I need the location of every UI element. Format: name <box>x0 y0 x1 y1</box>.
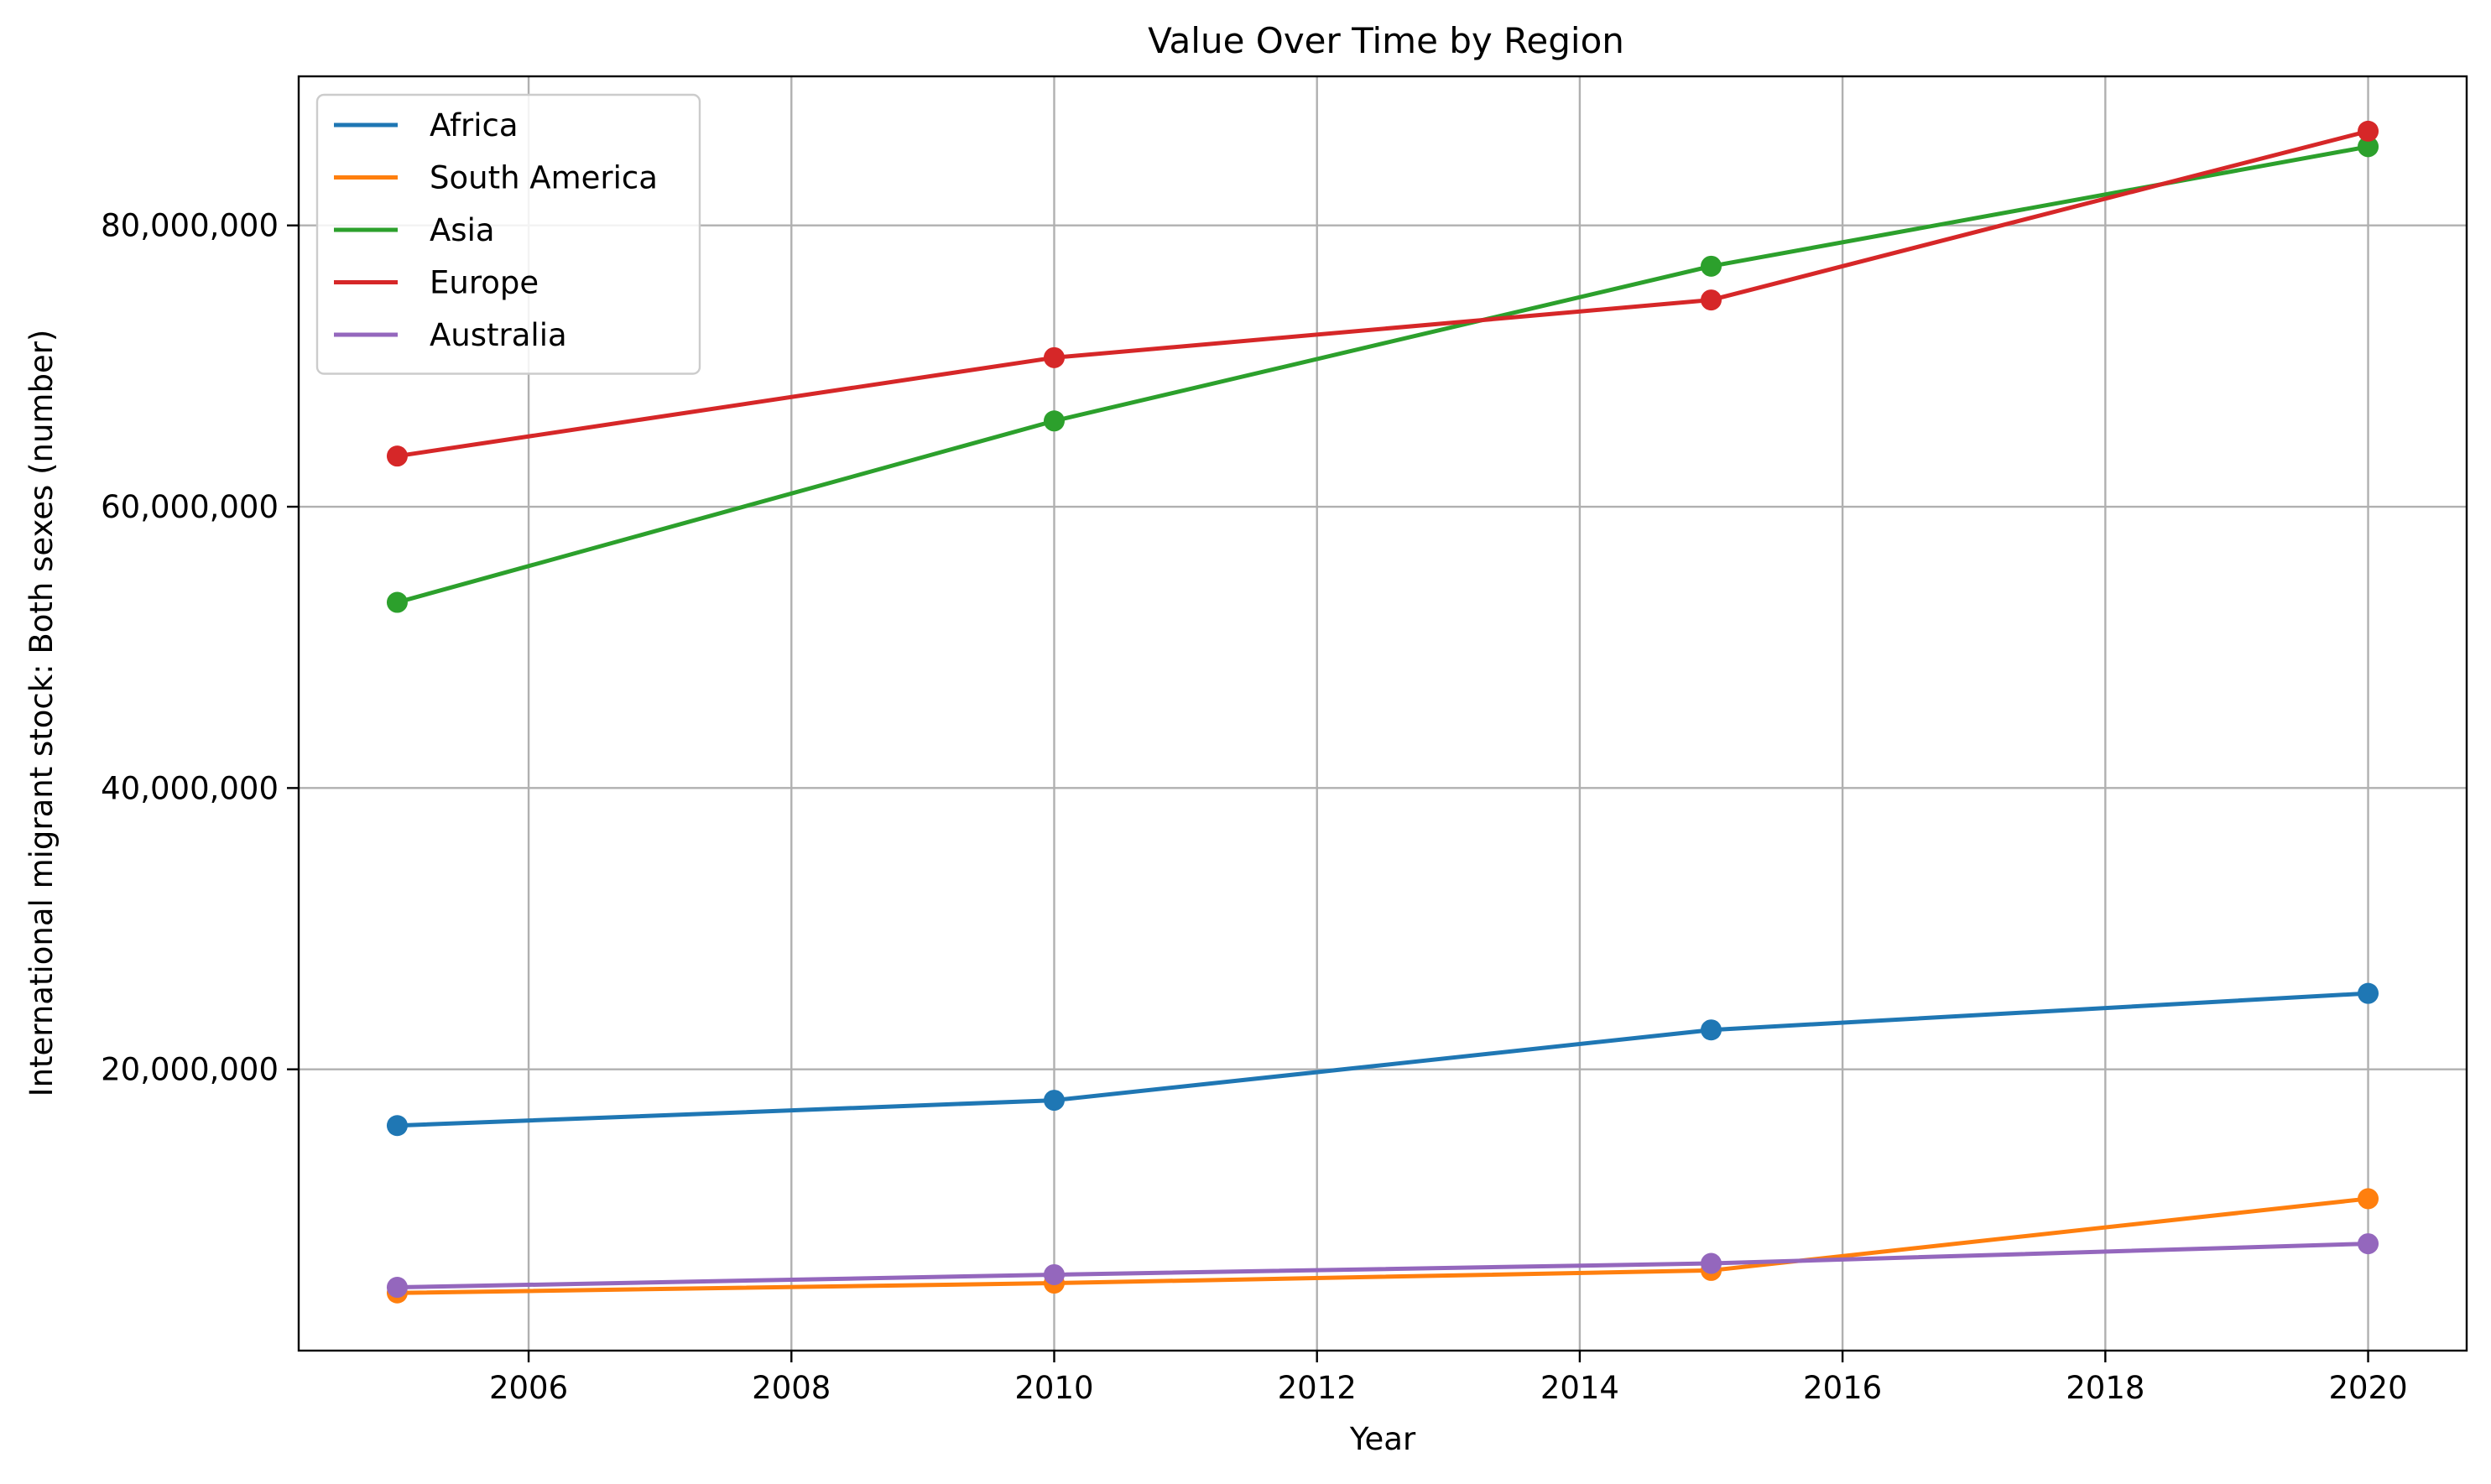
x-axis: 2006 2008 2010 2012 2014 2016 2018 2020 <box>489 1351 2408 1406</box>
x-tick-label: 2014 <box>1540 1370 1619 1406</box>
x-tick-label: 2018 <box>2066 1370 2144 1406</box>
x-tick-label: 2006 <box>489 1370 568 1406</box>
y-axis: 20,000,000 40,000,000 60,000,000 80,000,000 <box>101 208 299 1088</box>
plot-frame <box>297 75 2468 1352</box>
data-point <box>1043 346 1065 368</box>
data-point <box>1043 410 1065 432</box>
data-point <box>1701 1252 1722 1274</box>
x-axis-label: Year <box>1349 1421 1416 1457</box>
x-tick-label: 2012 <box>1278 1370 1357 1406</box>
data-point <box>1043 1090 1065 1112</box>
x-tick-label: 2016 <box>1803 1370 1882 1406</box>
data-point <box>386 591 408 613</box>
data-point <box>1701 1019 1722 1041</box>
data-point <box>2358 1188 2379 1210</box>
data-point <box>2358 982 2379 1004</box>
series-line <box>397 1242 2369 1290</box>
data-point <box>2358 1233 2379 1255</box>
series-layer <box>386 120 2379 1304</box>
legend: Africa South America Asia Europe Australia <box>315 93 701 375</box>
y-tick-label: 40,000,000 <box>101 770 279 806</box>
legend-label: Europe <box>430 265 539 301</box>
y-tick-label: 80,000,000 <box>101 208 279 244</box>
x-tick-label: 2020 <box>2328 1370 2407 1406</box>
legend-label: Asia <box>430 212 495 248</box>
x-tick-label: 2010 <box>1014 1370 1093 1406</box>
y-tick-label: 20,000,000 <box>101 1052 279 1088</box>
legend-box <box>315 93 701 375</box>
data-point <box>386 1115 408 1137</box>
series-line <box>397 991 2369 1128</box>
series-europe <box>386 120 2379 467</box>
data-point <box>386 1277 408 1299</box>
series-africa <box>386 982 2379 1137</box>
legend-label: Africa <box>430 107 519 143</box>
series-australia <box>386 1233 2379 1299</box>
series-line <box>397 1196 2369 1295</box>
data-point <box>2358 136 2379 158</box>
data-point <box>386 445 408 467</box>
x-tick-label: 2008 <box>752 1370 831 1406</box>
y-axis-label: International migrant stock: Both sexes … <box>23 330 60 1097</box>
y-tick-label: 60,000,000 <box>101 489 279 525</box>
series-asia <box>386 136 2379 613</box>
data-point <box>1701 289 1722 311</box>
series-line <box>396 144 2369 605</box>
chart-title: Value Over Time by Region <box>1148 20 1624 61</box>
gridlines <box>299 76 2467 1351</box>
series-line <box>397 128 2369 459</box>
data-point <box>1701 255 1722 277</box>
data-point <box>2358 120 2379 142</box>
data-point <box>1043 1263 1065 1285</box>
legend-label: South America <box>430 160 658 196</box>
legend-label: Australia <box>430 317 567 353</box>
